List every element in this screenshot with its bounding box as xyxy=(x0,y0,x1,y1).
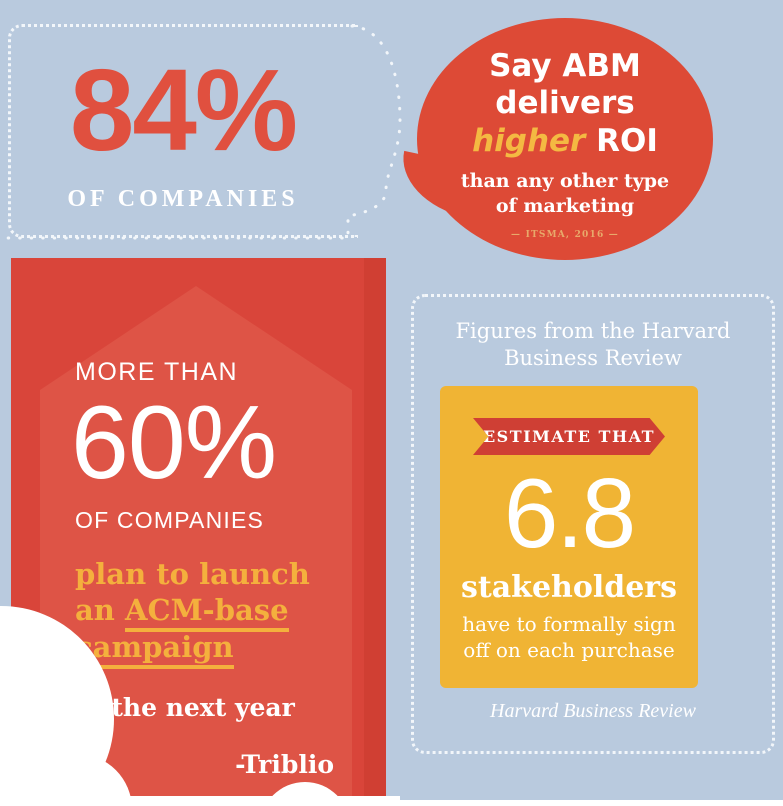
bottom-white-strip xyxy=(0,800,783,806)
bubble-highlight-word: higher xyxy=(472,123,586,160)
stakeholders-label: stakeholders xyxy=(460,570,678,605)
harvard-heading: Figures from the Harvard Business Review xyxy=(418,318,768,373)
more-than-label: MORE THAN xyxy=(75,358,239,386)
next-year-text: in the next year xyxy=(75,692,295,722)
ribbon-label: ESTIMATE THAT xyxy=(482,427,656,446)
bubble-line-2: delivers xyxy=(495,85,635,122)
bubble-line-3-rest: ROI xyxy=(585,123,658,160)
panel-edge-shadow xyxy=(364,258,386,806)
plan-line-2: an ACM-base xyxy=(75,592,356,633)
harvard-heading-line-1: Figures from the Harvard xyxy=(455,319,731,343)
plan-text-block: plan to launch an ACM-base campaign xyxy=(75,556,356,669)
bubble-line-5: of marketing xyxy=(495,194,635,217)
bubble-line-4: than any other type xyxy=(460,170,670,193)
stat-60-number: 60% xyxy=(71,385,277,501)
red-panel-content: MORE THAN 60% OF COMPANIES plan to launc… xyxy=(11,258,386,806)
sign-off-line-1: have to formally sign xyxy=(462,612,676,636)
speech-bubble-content: Say ABM delivers higher ROI than any oth… xyxy=(417,18,713,260)
stat-68-number: 6.8 xyxy=(503,458,636,568)
yellow-stat-card: ESTIMATE THAT 6.8 stakeholders have to f… xyxy=(440,386,698,688)
plan-line-3-underlined: campaign xyxy=(75,629,234,669)
stat-60-label: OF COMPANIES xyxy=(75,507,265,533)
plan-line-3: campaign xyxy=(75,629,356,669)
harvard-heading-line-2: Business Review xyxy=(504,346,682,371)
stat-84-number: 84% xyxy=(69,45,298,175)
stat-84-block: 84% OF COMPANIES xyxy=(8,30,358,235)
dotted-outline-right xyxy=(411,294,775,754)
sign-off-detail: have to formally sign off on each purcha… xyxy=(440,612,698,663)
sign-off-line-2: off on each purchase xyxy=(463,637,675,662)
bubble-line-1: Say ABM xyxy=(489,47,641,84)
bubble-source-citation: — ITSMA, 2016 — xyxy=(511,230,619,241)
triblio-credit: -Triblio xyxy=(235,749,334,779)
ribbon-banner: ESTIMATE THAT xyxy=(473,418,665,455)
speech-bubble: Say ABM delivers higher ROI than any oth… xyxy=(417,18,713,260)
stat-84-label: OF COMPANIES xyxy=(67,186,299,212)
plan-line-2-underlined: ACM-base xyxy=(124,593,289,633)
harvard-caption: Harvard Business Review xyxy=(490,700,696,722)
plan-line-2-prefix: an xyxy=(75,593,125,628)
plan-line-1: plan to launch xyxy=(75,557,310,591)
bubble-line-3: higher ROI xyxy=(472,123,658,161)
